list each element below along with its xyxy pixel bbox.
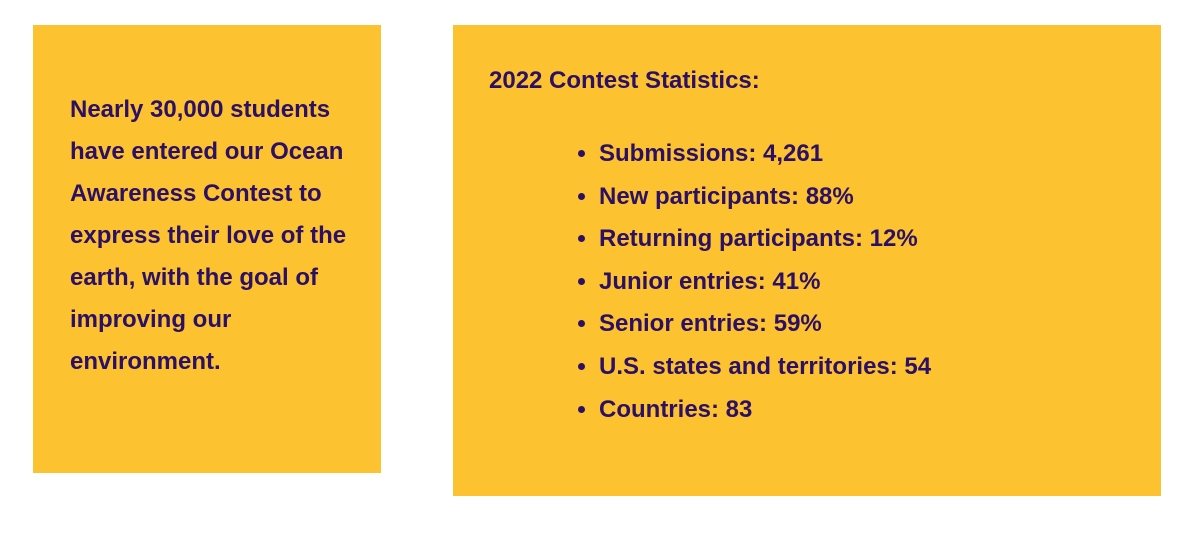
stat-item-submissions: Submissions: 4,261 (599, 133, 1141, 176)
intro-card: Nearly 30,000 students have entered our … (33, 25, 381, 473)
stat-item-new-participants: New participants: 88% (599, 176, 1141, 219)
stats-title: 2022 Contest Statistics: (489, 67, 760, 94)
stats-list: Submissions: 4,261 New participants: 88%… (489, 133, 1141, 431)
stat-item-countries: Countries: 83 (599, 389, 1141, 432)
stats-card: 2022 Contest Statistics: Submissions: 4,… (453, 25, 1161, 496)
intro-text: Nearly 30,000 students have entered our … (70, 96, 347, 375)
stat-item-junior-entries: Junior entries: 41% (599, 261, 1141, 304)
stat-item-returning-participants: Returning participants: 12% (599, 218, 1141, 261)
stat-item-states-territories: U.S. states and territories: 54 (599, 346, 1141, 389)
stat-item-senior-entries: Senior entries: 59% (599, 303, 1141, 346)
